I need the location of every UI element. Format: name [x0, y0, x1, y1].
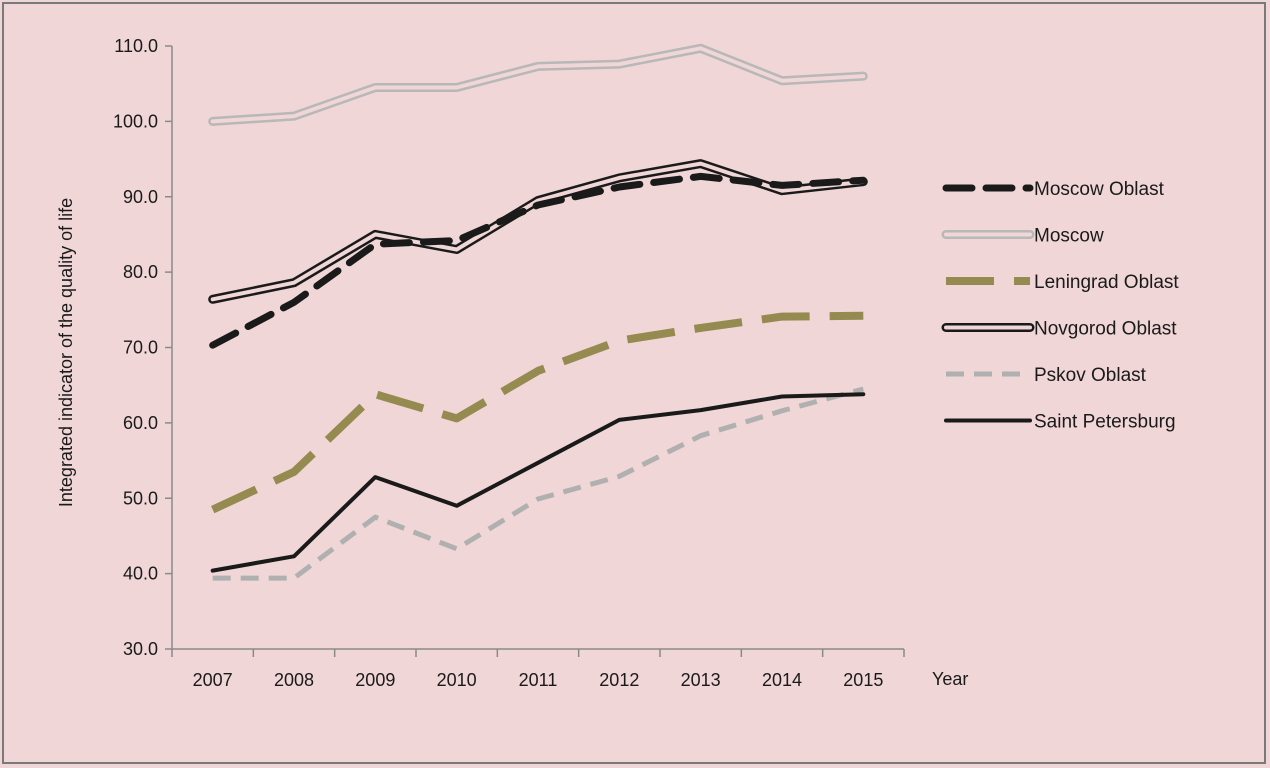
series-novgorod-oblast-inner — [210, 161, 866, 302]
series-leningrad-oblast — [211, 311, 864, 514]
legend-item-moscow-oblast: Moscow Oblast — [942, 179, 1165, 200]
legend-label: Leningrad Oblast — [1034, 272, 1179, 293]
series-pskov-oblast — [212, 386, 864, 581]
legend-item-novgorod-oblast: Novgorod Oblast — [941, 319, 1177, 340]
y-tick-label: 90.0 — [123, 187, 158, 207]
y-tick-label: 40.0 — [123, 564, 158, 584]
legend: Moscow Oblast Moscow Leningrad Oblast Novgo… — [941, 179, 1179, 433]
axes: 30.0 40.0 50.0 60.0 70.0 80.0 90.0 100.0 110.0 20… — [113, 36, 905, 690]
legend-label: Moscow — [1034, 226, 1104, 247]
x-tick-label: 2013 — [681, 670, 721, 690]
legend-label: Saint Petersburg — [1034, 412, 1176, 433]
y-axis-title: Integrated indicator of the quality of l… — [56, 198, 76, 507]
x-axis-title: Year — [932, 669, 968, 689]
x-tick-label: 2015 — [843, 670, 883, 690]
series-saint-petersburg — [210, 392, 866, 573]
legend-item-pskov-oblast: Pskov Oblast — [946, 365, 1147, 386]
data-point-moscow-oblast — [374, 243, 377, 246]
series-moscow — [208, 43, 868, 126]
legend-item-saint-petersburg: Saint Petersburg — [944, 412, 1176, 433]
series-moscow-inner — [210, 46, 866, 124]
series-moscow-oblast — [209, 172, 867, 349]
y-tick-label: 100.0 — [113, 111, 158, 131]
legend-label: Moscow Oblast — [1034, 179, 1165, 200]
data-point-leningrad-oblast — [374, 393, 377, 396]
y-tick-label: 50.0 — [123, 488, 158, 508]
y-tick-label: 70.0 — [123, 338, 158, 358]
data-point-moscow-oblast — [455, 239, 458, 242]
x-tick-label: 2011 — [519, 670, 558, 690]
x-tick-label: 2012 — [599, 670, 639, 690]
x-tick-label: 2014 — [762, 670, 802, 690]
line-chart: 30.0 40.0 50.0 60.0 70.0 80.0 90.0 100.0 110.0 20… — [56, 36, 1179, 690]
data-point-leningrad-oblast — [618, 339, 621, 342]
series-leningrad-oblast-line — [211, 311, 864, 514]
x-tick-label: 2007 — [193, 670, 233, 690]
legend-item-moscow: Moscow — [941, 226, 1104, 247]
series-novgorod-oblast — [208, 159, 868, 304]
legend-label: Pskov Oblast — [1034, 365, 1147, 386]
x-tick-label: 2010 — [437, 670, 477, 690]
x-tick-label: 2009 — [355, 670, 395, 690]
x-tick-label: 2008 — [274, 670, 314, 690]
legend-item-leningrad-oblast: Leningrad Oblast — [946, 272, 1179, 293]
y-tick-label: 110.0 — [114, 36, 158, 56]
y-tick-label: 60.0 — [123, 413, 158, 433]
legend-label: Novgorod Oblast — [1034, 319, 1177, 340]
series-pskov-oblast-line — [212, 386, 864, 581]
data-point-pskov-oblast — [293, 577, 296, 580]
y-tick-label: 30.0 — [123, 639, 158, 659]
series-layer — [208, 43, 868, 581]
series-moscow-oblast-line — [209, 172, 867, 349]
y-tick-label: 80.0 — [123, 262, 158, 282]
series-saint-petersburg-line — [210, 392, 866, 573]
